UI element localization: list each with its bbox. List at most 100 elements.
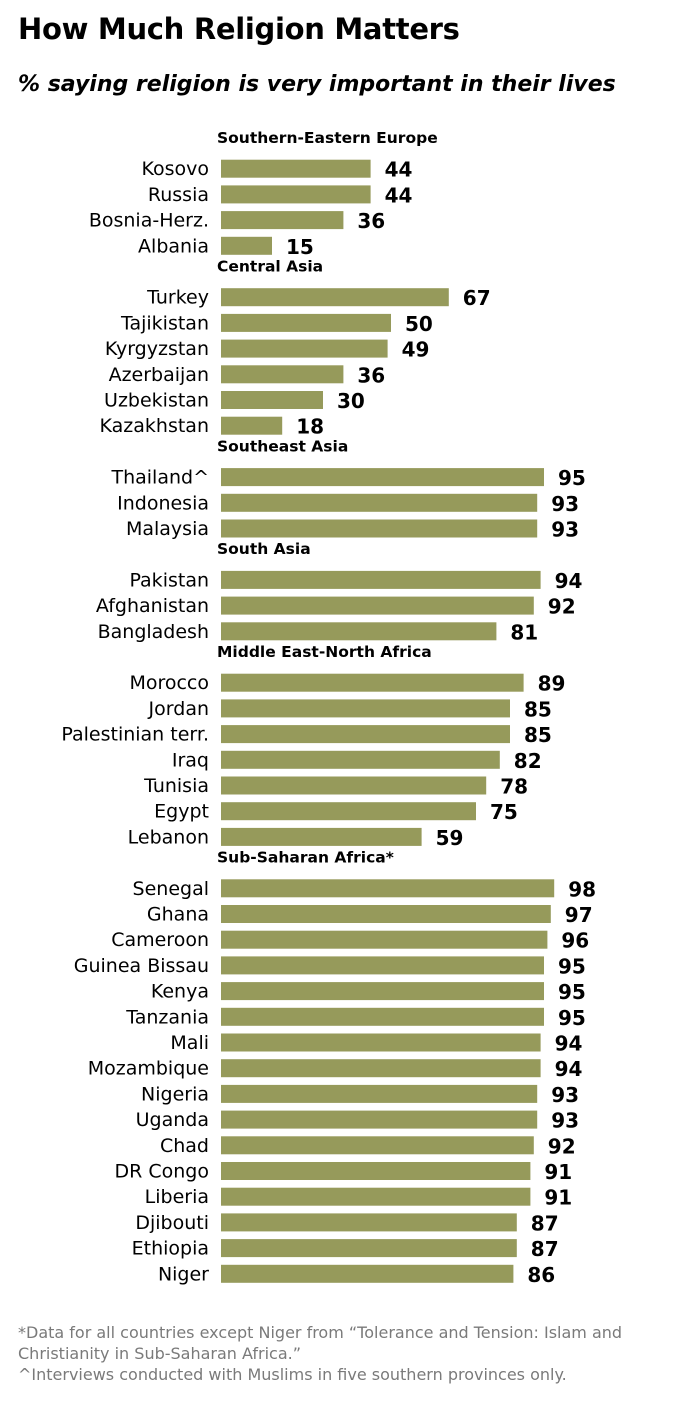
category-label: Guinea Bissau [74, 955, 209, 977]
value-label: 78 [500, 775, 528, 799]
bar [221, 236, 272, 255]
footnote-thailand: ^Interviews conducted with Muslims in fi… [18, 1365, 567, 1384]
bar [221, 313, 391, 332]
value-label: 97 [565, 903, 593, 927]
bar [221, 288, 449, 307]
bar [221, 1110, 538, 1129]
value-label: 49 [402, 338, 430, 362]
category-label: Morocco [129, 672, 209, 694]
category-label: Iraq [172, 749, 209, 771]
category-label: Bangladesh [98, 621, 209, 643]
bar [221, 879, 555, 898]
group-header: Southeast Asia [217, 437, 348, 455]
value-label: 50 [405, 312, 433, 336]
category-label: Palestinian terr. [61, 724, 209, 746]
value-label: 94 [555, 1057, 583, 1081]
value-label: 91 [544, 1160, 572, 1184]
bar [221, 416, 283, 435]
bar [221, 493, 538, 512]
category-label: Egypt [154, 801, 209, 823]
category-label: Azerbaijan [109, 364, 209, 386]
category-label: Tunisia [143, 775, 209, 797]
value-label: 93 [551, 492, 579, 516]
value-label: 59 [436, 826, 464, 850]
category-label: Albania [138, 235, 209, 257]
value-label: 81 [510, 620, 538, 644]
footnote: *Data for all countries except Niger fro… [18, 1322, 658, 1385]
value-label: 91 [544, 1186, 572, 1210]
category-label: Ghana [147, 904, 209, 926]
category-label: Pakistan [129, 569, 209, 591]
bar [221, 570, 541, 589]
group-header: South Asia [217, 540, 311, 558]
category-label: Afghanistan [96, 595, 209, 617]
bar [221, 930, 548, 949]
footnote-source: *Data for all countries except Niger fro… [18, 1323, 623, 1363]
category-label: Russia [148, 184, 209, 206]
value-label: 36 [357, 209, 385, 233]
bar [221, 776, 487, 795]
value-label: 85 [524, 697, 552, 721]
value-label: 89 [538, 672, 566, 696]
category-label: Kosovo [141, 158, 209, 180]
category-label: Tanzania [125, 1006, 209, 1028]
category-label: Chad [160, 1135, 209, 1157]
bar [221, 365, 344, 384]
bar-chart: Southern-Eastern Europe Kosovo 44 Russia 44 B… [61, 129, 596, 1287]
category-label: Bosnia-Herz. [89, 210, 209, 232]
value-label: 44 [385, 183, 413, 207]
bar [221, 391, 323, 409]
category-label: Nigeria [141, 1083, 209, 1105]
category-label: Jordan [148, 698, 209, 720]
bar [221, 211, 344, 230]
bar [221, 519, 538, 538]
category-label: Uganda [136, 1109, 209, 1131]
value-label: 95 [558, 1006, 586, 1030]
bar [221, 1264, 514, 1283]
category-label: Thailand^ [110, 467, 209, 489]
bar [221, 673, 524, 692]
category-label: Niger [158, 1263, 209, 1285]
category-label: Kenya [151, 981, 209, 1003]
value-label: 82 [514, 749, 542, 773]
category-label: Turkey [146, 287, 209, 309]
bar [221, 905, 551, 923]
bar [221, 1033, 541, 1052]
value-label: 86 [527, 1263, 555, 1287]
chart-title: How Much Religion Matters [18, 12, 460, 46]
category-label: Ethiopia [132, 1238, 209, 1260]
bar [221, 1059, 541, 1078]
category-label: Malaysia [126, 518, 209, 540]
bar [221, 339, 388, 358]
value-label: 36 [357, 363, 385, 387]
bar [221, 1136, 534, 1155]
value-label: 75 [490, 800, 518, 824]
value-label: 96 [561, 929, 589, 953]
bar [221, 982, 544, 1001]
value-label: 93 [551, 518, 579, 542]
value-label: 98 [568, 877, 596, 901]
value-label: 44 [385, 158, 413, 182]
bar [221, 956, 544, 975]
value-label: 95 [558, 980, 586, 1004]
bar [221, 185, 371, 204]
value-label: 30 [337, 389, 365, 413]
bar [221, 468, 544, 487]
group-header: Central Asia [217, 258, 323, 276]
category-label: Mozambique [88, 1058, 209, 1080]
bar [221, 622, 497, 641]
bar [221, 1162, 531, 1180]
category-label: DR Congo [115, 1161, 210, 1183]
value-label: 92 [548, 1134, 576, 1158]
category-label: Uzbekistan [104, 390, 209, 412]
value-label: 85 [524, 723, 552, 747]
value-label: 87 [531, 1211, 559, 1235]
value-label: 95 [558, 466, 586, 490]
bar [221, 802, 476, 821]
value-label: 93 [551, 1083, 579, 1107]
value-label: 94 [555, 569, 583, 593]
bar [221, 827, 422, 846]
bar [221, 159, 371, 178]
bar [221, 1213, 517, 1232]
bar [221, 1007, 544, 1026]
